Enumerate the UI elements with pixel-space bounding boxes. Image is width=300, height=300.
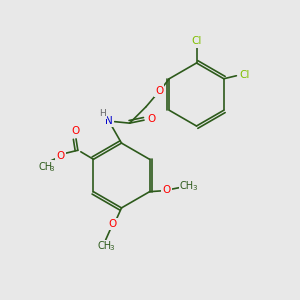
Text: O: O [147,114,156,124]
Text: O: O [155,86,163,96]
Text: O: O [162,184,170,195]
Text: H: H [99,109,106,118]
Text: Cl: Cl [191,36,202,46]
Text: N: N [105,116,112,126]
Text: Cl: Cl [239,70,249,80]
Text: CH: CH [38,162,52,172]
Text: 3: 3 [109,245,114,251]
Text: CH: CH [97,241,111,251]
Text: 3: 3 [192,185,197,191]
Text: O: O [71,126,80,136]
Text: O: O [57,151,65,161]
Text: CH: CH [180,181,194,191]
Text: 3: 3 [50,166,54,172]
Text: O: O [108,219,117,229]
